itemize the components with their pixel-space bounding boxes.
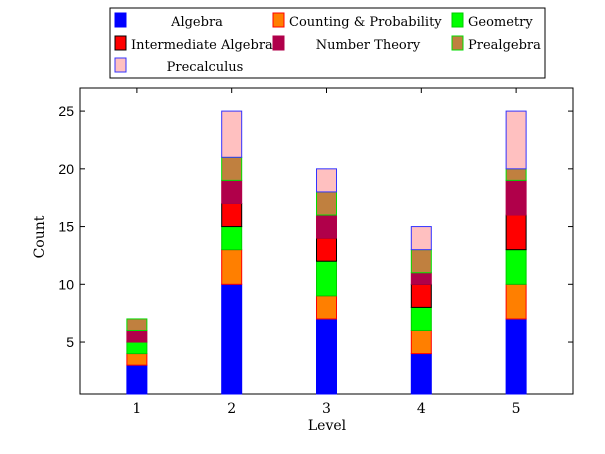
y-tick-label: 20 [58,161,74,177]
bar-segment-number-theory [410,272,432,285]
bar-segment-algebra [126,364,148,395]
y-tick-label: 10 [58,276,74,292]
x-tick-label: 2 [227,401,236,417]
bar-segment-counting-probability [316,295,337,320]
legend: Algebra Counting & Probability Geometry Int… [109,7,546,79]
bar-segment-precalculus [316,168,337,193]
plot-area: 5 10 15 20 25 1 2 3 4 5 [58,87,574,417]
bar-segment-geometry [316,260,337,297]
legend-entry: Prealgebra [451,35,541,53]
bar-segment-number-theory [316,214,337,239]
bar-segment-intermediate-algebra [410,283,432,308]
bar-segment-number-theory [221,179,243,204]
legend-box [109,7,546,79]
y-tick-label: 5 [66,334,74,350]
x-tick-label: 5 [512,401,521,417]
legend-swatch [451,35,464,51]
legend-entry: Geometry [451,12,533,30]
bar-segment-geometry [410,306,432,331]
bar-segment-counting-probability [505,283,527,320]
legend-entry: Number Theory [272,35,421,53]
legend-swatch [272,35,285,51]
y-tick-label: 15 [58,219,74,235]
bar-segment-counting-probability [221,249,243,285]
bar-segment-counting-probability [126,353,148,366]
bar-segment-number-theory [126,329,148,343]
bar-segment-precalculus [410,226,432,251]
y-tick-label: 25 [58,103,74,119]
x-tick-label: 4 [417,401,426,417]
legend-label: Precalculus [167,60,244,75]
bar-segment-prealgebra [126,318,148,331]
bar-segment-precalculus [505,110,527,170]
bar-segment-counting-probability [410,329,432,355]
bar-segment-intermediate-algebra [221,202,243,228]
legend-swatch [451,12,464,28]
legend-entry: Counting & Probability [272,12,442,30]
bar-segment-intermediate-algebra [505,214,527,251]
x-axis-label: Level [308,418,347,434]
bar-segment-precalculus [221,110,243,158]
legend-label: Counting & Probability [289,15,442,30]
bar-segment-prealgebra [221,156,243,181]
legend-swatch [114,12,127,28]
y-axis-label: Count [32,215,48,258]
bar-segment-algebra [505,318,527,395]
legend-entry: Algebra [114,12,223,30]
legend-swatch [114,57,127,73]
legend-entry: Intermediate Algebra [114,35,273,53]
x-tick-label: 1 [132,401,141,417]
bar-segment-geometry [221,226,243,251]
legend-swatch [272,12,285,28]
legend-label: Number Theory [316,38,421,53]
bar-segment-prealgebra [316,191,337,216]
legend-label: Intermediate Algebra [131,38,273,53]
legend-entry: Precalculus [114,57,244,75]
bar-segment-intermediate-algebra [316,237,337,262]
bar-segment-number-theory [505,179,527,216]
bar-segment-geometry [126,341,148,355]
x-tick-label: 3 [322,401,331,417]
legend-label: Algebra [170,15,223,30]
bar-segment-prealgebra [505,168,527,181]
bar-segment-algebra [316,318,337,395]
legend-swatch [114,35,127,51]
bar-segment-algebra [410,353,432,395]
bar-segment-algebra [221,283,243,395]
legend-label: Prealgebra [468,38,541,53]
bar-segment-prealgebra [410,249,432,274]
legend-label: Geometry [468,15,533,30]
bar-segment-geometry [505,249,527,285]
